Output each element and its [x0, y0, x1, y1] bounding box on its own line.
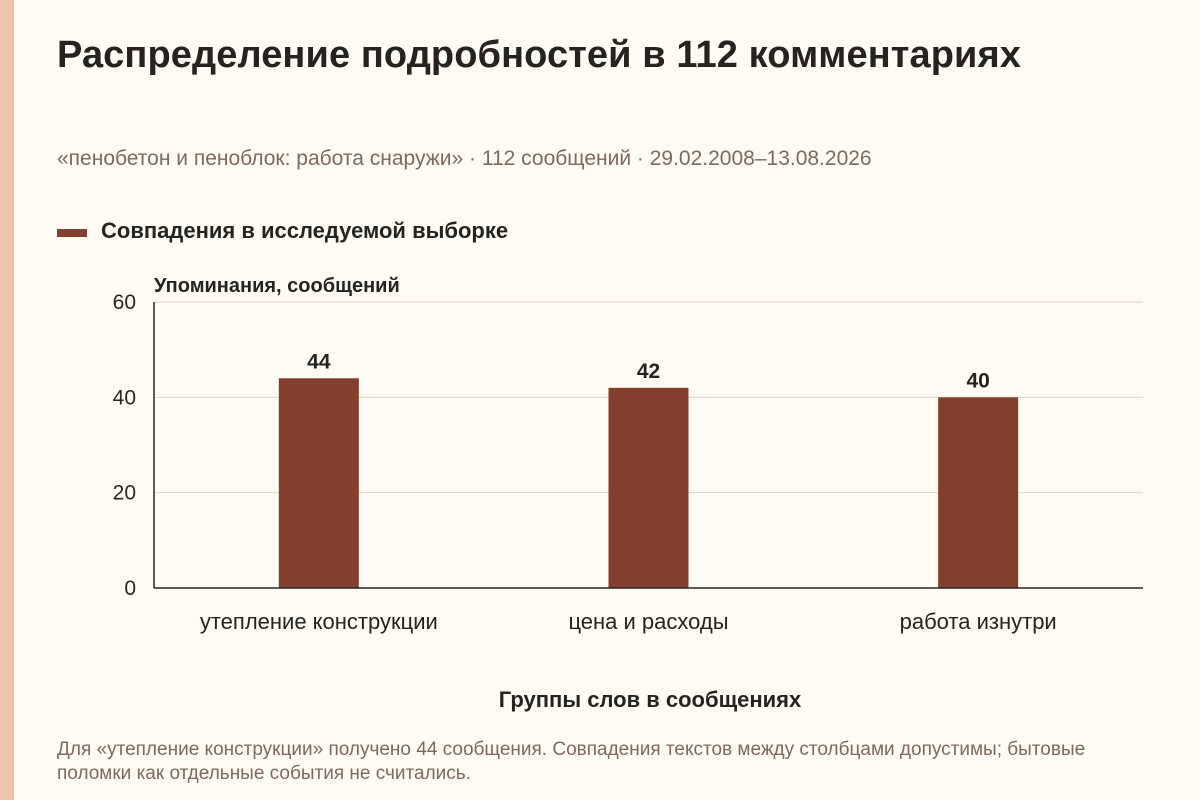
x-tick-labels: утепление конструкции цена и расходы работ…: [200, 609, 1057, 634]
y-tick-label: 20: [113, 482, 136, 505]
x-axis-label: Группы слов в сообщениях: [499, 687, 802, 712]
chart-legend: Совпадения в исследуемой выборке: [57, 218, 508, 244]
data-label: 44: [307, 350, 331, 373]
data-label: 42: [637, 360, 660, 383]
y-tick-labels: 0 20 40 60: [113, 291, 136, 600]
data-label: 40: [966, 369, 989, 392]
y-axis-label: Упоминания, сообщений: [154, 275, 400, 297]
data-labels: 44 42 40: [307, 350, 990, 392]
bars: [278, 378, 1019, 588]
y-tick-label: 60: [113, 291, 136, 314]
x-tick-label: утепление конструкции: [200, 609, 438, 634]
legend-label: Совпадения в исследуемой выборке: [101, 218, 509, 243]
bar: [608, 387, 689, 588]
y-tick-label: 40: [113, 386, 136, 409]
footnote: Для «утепление конструкции» получено 44 …: [57, 739, 1086, 784]
x-tick-label: цена и расходы: [568, 609, 728, 634]
legend-swatch: [57, 229, 87, 237]
bar: [938, 397, 1019, 588]
x-tick-label: работа изнутри: [900, 609, 1057, 634]
bar: [278, 378, 359, 588]
accent-strip: [0, 0, 14, 800]
y-tick-label: 0: [124, 577, 136, 600]
page-title: Распределение подробностей в 112 коммент…: [57, 34, 1022, 76]
page-subtitle: «пенобетон и пеноблок: работа снаружи» ·…: [57, 147, 872, 170]
